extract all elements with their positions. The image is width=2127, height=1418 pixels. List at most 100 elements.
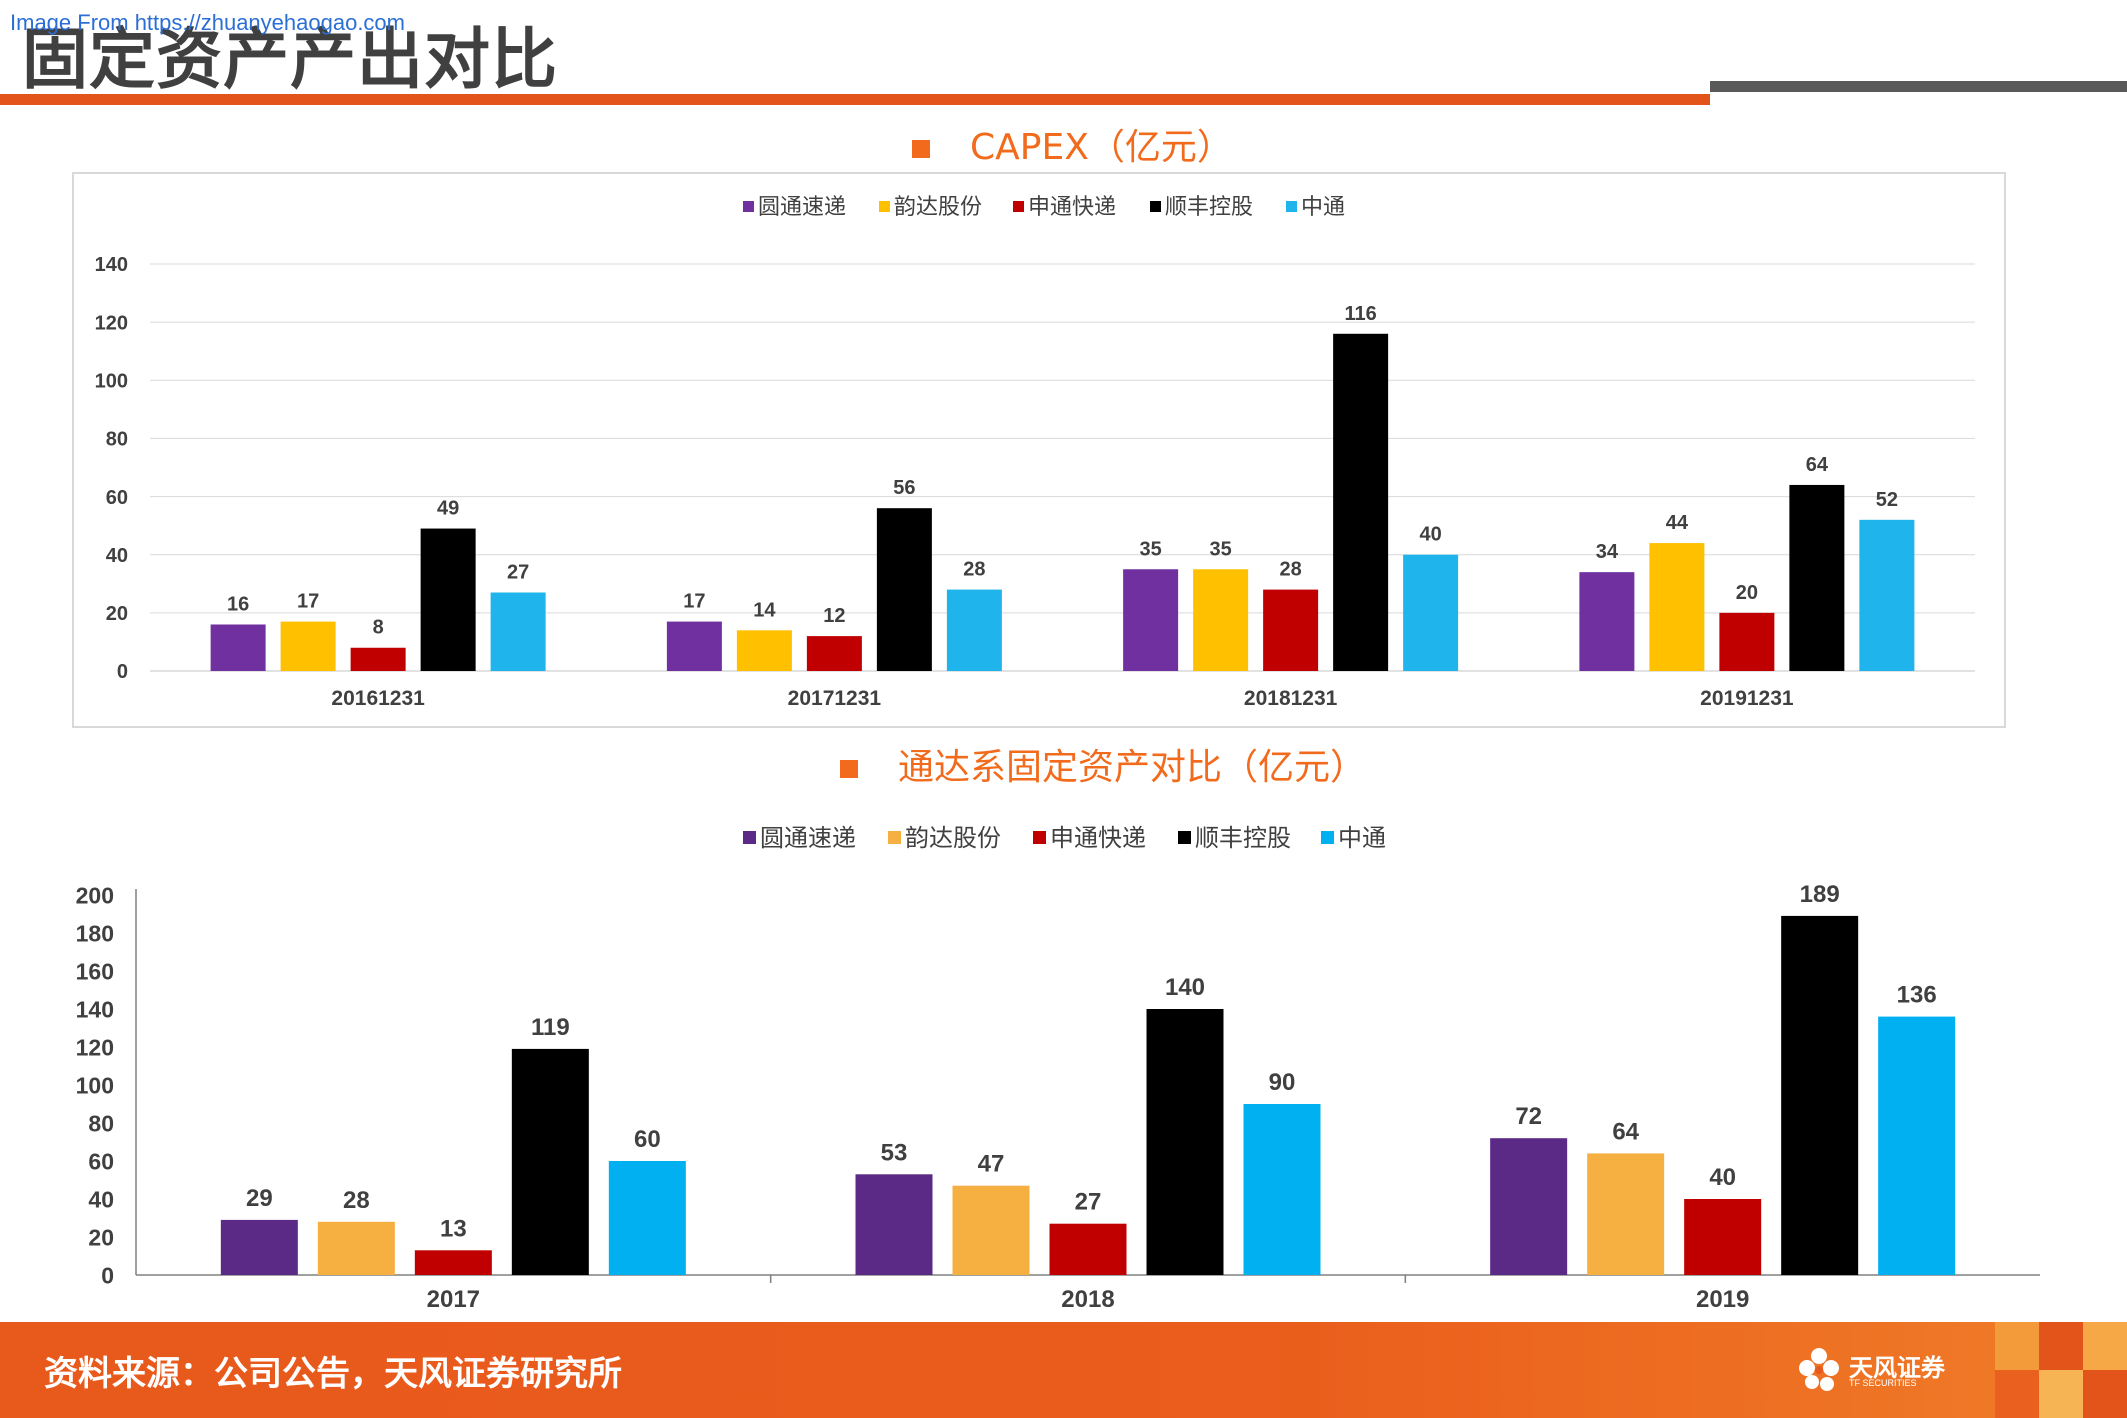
data-label: 60 [634, 1126, 661, 1153]
y-tick-label: 120 [76, 1034, 114, 1060]
bar [1403, 554, 1459, 671]
legend-label: 申通快递 [1028, 194, 1116, 219]
data-label: 28 [963, 559, 985, 581]
bar [806, 636, 862, 671]
bar [1719, 612, 1775, 671]
legend-label: 圆通速递 [760, 825, 856, 852]
chart2-heading-text: 通达系固定资产对比（亿元） [898, 747, 1367, 788]
legend-label: 中通 [1301, 194, 1345, 219]
data-label: 64 [1806, 454, 1829, 476]
data-label: 12 [823, 605, 845, 627]
x-category-label: 2017 [427, 1286, 480, 1313]
bullet-square-icon [840, 760, 858, 778]
watermark-text: Image From https://zhuanyehaogao.com [10, 10, 405, 35]
legend-label: 中通 [1338, 825, 1386, 852]
fixed-assets-bar-chart: 圆通速递 韵达股份 申通快递 顺丰控股 中通 0 20 40 60 80 100 120 140 160 1… [76, 825, 2040, 1313]
legend-label: 韵达股份 [905, 825, 1001, 852]
y-tick-label: 140 [95, 254, 128, 276]
footer-bar: 资料来源：公司公告，天风证券研究所 天风证券 TF SECURITIES [0, 1322, 2127, 1418]
y-tick-label: 120 [95, 312, 128, 334]
data-label: 119 [531, 1014, 570, 1041]
bar [1579, 572, 1635, 671]
bar [876, 508, 932, 671]
bar [1263, 589, 1319, 671]
data-label: 189 [1800, 881, 1840, 908]
data-label: 13 [440, 1215, 467, 1242]
data-label: 8 [373, 617, 384, 639]
y-tick-label: 60 [106, 487, 128, 509]
data-label: 90 [1269, 1069, 1296, 1096]
legend-swatch [1150, 201, 1161, 212]
bar [1333, 333, 1389, 671]
y-tick-label: 40 [88, 1186, 114, 1212]
x-category-label: 2019 [1696, 1286, 1749, 1313]
y-tick-label: 140 [76, 996, 114, 1022]
y-tick-label: 0 [101, 1262, 114, 1288]
chart1-heading: CAPEX（亿元） [912, 118, 1233, 170]
data-label: 17 [297, 591, 319, 613]
bar [1859, 519, 1915, 671]
data-label: 28 [343, 1187, 370, 1214]
legend-swatch [1321, 831, 1334, 844]
y-tick-label: 100 [95, 370, 128, 392]
bar [666, 621, 722, 671]
chart2-heading: 通达系固定资产对比（亿元） [840, 738, 1366, 790]
flower-logo-icon [1799, 1348, 1839, 1391]
y-tick-label: 80 [106, 429, 128, 451]
data-label: 35 [1140, 538, 1162, 560]
x-category-label: 20181231 [1244, 687, 1338, 710]
bar [1789, 484, 1845, 671]
y-tick-label: 100 [76, 1072, 114, 1098]
y-tick-label: 200 [76, 882, 114, 908]
data-label: 72 [1515, 1103, 1542, 1130]
chart1-heading-text: CAPEX（亿元） [970, 127, 1233, 168]
bar [1146, 1009, 1224, 1275]
legend-label: 圆通速递 [758, 194, 846, 219]
logo-name: 天风证券 [1849, 1354, 1945, 1382]
bar [1490, 1138, 1568, 1275]
data-label: 14 [753, 599, 776, 621]
legend-swatch [1033, 831, 1046, 844]
data-label: 47 [978, 1151, 1005, 1178]
legend-swatch [1178, 831, 1191, 844]
bar [736, 630, 792, 671]
bar [608, 1161, 686, 1275]
bar [855, 1174, 933, 1275]
bar [1243, 1104, 1321, 1275]
bar [317, 1221, 395, 1275]
data-label: 44 [1666, 512, 1689, 534]
bar [1649, 543, 1705, 671]
title-underline-orange [0, 94, 1710, 105]
y-tick-label: 20 [88, 1224, 114, 1250]
bar [210, 624, 266, 671]
corner-decoration [1995, 1322, 2127, 1418]
legend-label: 申通快递 [1050, 825, 1146, 852]
x-category-label: 20171231 [788, 687, 882, 710]
legend-swatch [879, 201, 890, 212]
bar [490, 592, 546, 671]
bar [1123, 569, 1179, 671]
bar [350, 647, 406, 671]
data-label: 136 [1897, 982, 1937, 1009]
legend-label: 韵达股份 [894, 194, 982, 219]
data-label: 52 [1876, 489, 1898, 511]
data-label: 28 [1280, 559, 1302, 581]
bar [511, 1048, 589, 1275]
bar [280, 621, 336, 671]
data-label: 40 [1420, 524, 1442, 546]
data-label: 35 [1210, 538, 1232, 560]
data-label: 17 [683, 591, 705, 613]
legend-swatch [1013, 201, 1024, 212]
data-label: 116 [1344, 303, 1376, 325]
data-label: 56 [893, 477, 915, 499]
bar [1049, 1223, 1127, 1275]
y-tick-label: 180 [76, 920, 114, 946]
bullet-square-icon [912, 140, 930, 158]
data-label: 64 [1612, 1118, 1639, 1145]
bar [414, 1250, 492, 1275]
capex-bar-chart: 圆通速递 韵达股份 申通快递 顺丰控股 中通0204060801001201402016… [95, 194, 1975, 710]
bar [220, 1219, 298, 1275]
legend-swatch [1286, 201, 1297, 212]
bar [1193, 569, 1249, 671]
data-label: 49 [437, 498, 459, 520]
